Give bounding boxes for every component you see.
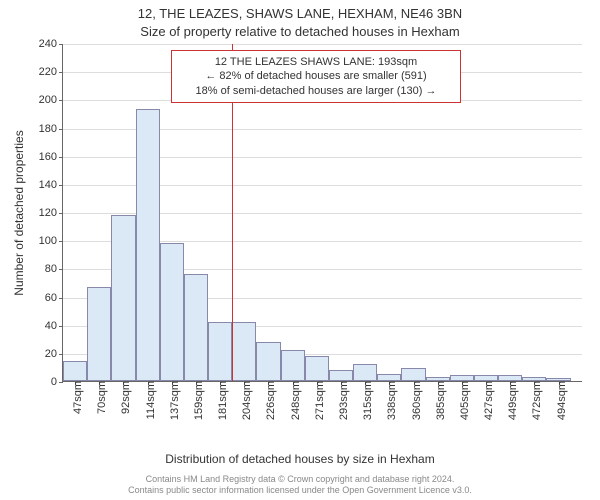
- histogram-bar: [184, 274, 208, 381]
- xtick-label: 181sqm: [211, 381, 229, 420]
- ytick-label: 240: [39, 38, 63, 50]
- ytick-label: 200: [39, 94, 63, 106]
- xtick-label: 405sqm: [453, 381, 471, 420]
- xtick-label: 70sqm: [90, 381, 108, 414]
- histogram-bar: [256, 342, 280, 381]
- histogram-bar: [111, 215, 135, 381]
- xtick-label: 47sqm: [66, 381, 84, 414]
- histogram-bar: [401, 368, 425, 381]
- ytick-label: 80: [45, 263, 63, 275]
- histogram-bar: [353, 364, 377, 381]
- y-axis-label: Number of detached properties: [12, 130, 26, 295]
- xtick-label: 472sqm: [525, 381, 543, 420]
- chart-title-line1: 12, THE LEAZES, SHAWS LANE, HEXHAM, NE46…: [0, 6, 600, 21]
- histogram-bar: [208, 322, 232, 381]
- plot-area: 02040608010012014016018020022024047sqm70…: [62, 44, 582, 382]
- gridline: [63, 44, 582, 45]
- annotation-line3: 18% of semi-detached houses are larger (…: [180, 84, 452, 98]
- xtick-label: 360sqm: [405, 381, 423, 420]
- x-axis-label: Distribution of detached houses by size …: [0, 452, 600, 466]
- xtick-label: 427sqm: [477, 381, 495, 420]
- histogram-bar: [232, 322, 256, 381]
- annotation-line1: 12 THE LEAZES SHAWS LANE: 193sqm: [180, 55, 452, 69]
- histogram-bar: [136, 109, 160, 381]
- xtick-label: 494sqm: [550, 381, 568, 420]
- xtick-label: 271sqm: [308, 381, 326, 420]
- ytick-label: 0: [51, 376, 63, 388]
- ytick-label: 160: [39, 151, 63, 163]
- ytick-label: 120: [39, 207, 63, 219]
- xtick-label: 204sqm: [235, 381, 253, 420]
- ytick-label: 100: [39, 235, 63, 247]
- xtick-label: 385sqm: [429, 381, 447, 420]
- xtick-label: 338sqm: [380, 381, 398, 420]
- histogram-bar: [87, 287, 111, 381]
- histogram-bar: [377, 374, 401, 381]
- histogram-bar: [281, 350, 305, 381]
- xtick-label: 114sqm: [139, 381, 157, 419]
- footer-line1: Contains HM Land Registry data © Crown c…: [0, 474, 600, 485]
- histogram-bar: [305, 356, 329, 381]
- chart-title-line2: Size of property relative to detached ho…: [0, 24, 600, 39]
- xtick-label: 159sqm: [187, 381, 205, 420]
- histogram-bar: [160, 243, 184, 381]
- xtick-label: 293sqm: [332, 381, 350, 420]
- xtick-label: 315sqm: [356, 381, 374, 420]
- xtick-label: 226sqm: [259, 381, 277, 420]
- footer-attribution: Contains HM Land Registry data © Crown c…: [0, 474, 600, 496]
- histogram-bar: [63, 361, 87, 381]
- xtick-label: 449sqm: [501, 381, 519, 420]
- chart-container: 12, THE LEAZES, SHAWS LANE, HEXHAM, NE46…: [0, 0, 600, 500]
- ytick-label: 140: [39, 179, 63, 191]
- xtick-label: 137sqm: [163, 381, 181, 420]
- xtick-label: 92sqm: [114, 381, 132, 414]
- footer-line2: Contains public sector information licen…: [0, 485, 600, 496]
- ytick-label: 40: [45, 320, 63, 332]
- histogram-bar: [329, 370, 353, 381]
- ytick-label: 180: [39, 123, 63, 135]
- annotation-line2: ← 82% of detached houses are smaller (59…: [180, 69, 452, 83]
- ytick-label: 60: [45, 292, 63, 304]
- annotation-box: 12 THE LEAZES SHAWS LANE: 193sqm ← 82% o…: [171, 50, 461, 103]
- ytick-label: 220: [39, 66, 63, 78]
- xtick-label: 248sqm: [284, 381, 302, 420]
- ytick-label: 20: [45, 348, 63, 360]
